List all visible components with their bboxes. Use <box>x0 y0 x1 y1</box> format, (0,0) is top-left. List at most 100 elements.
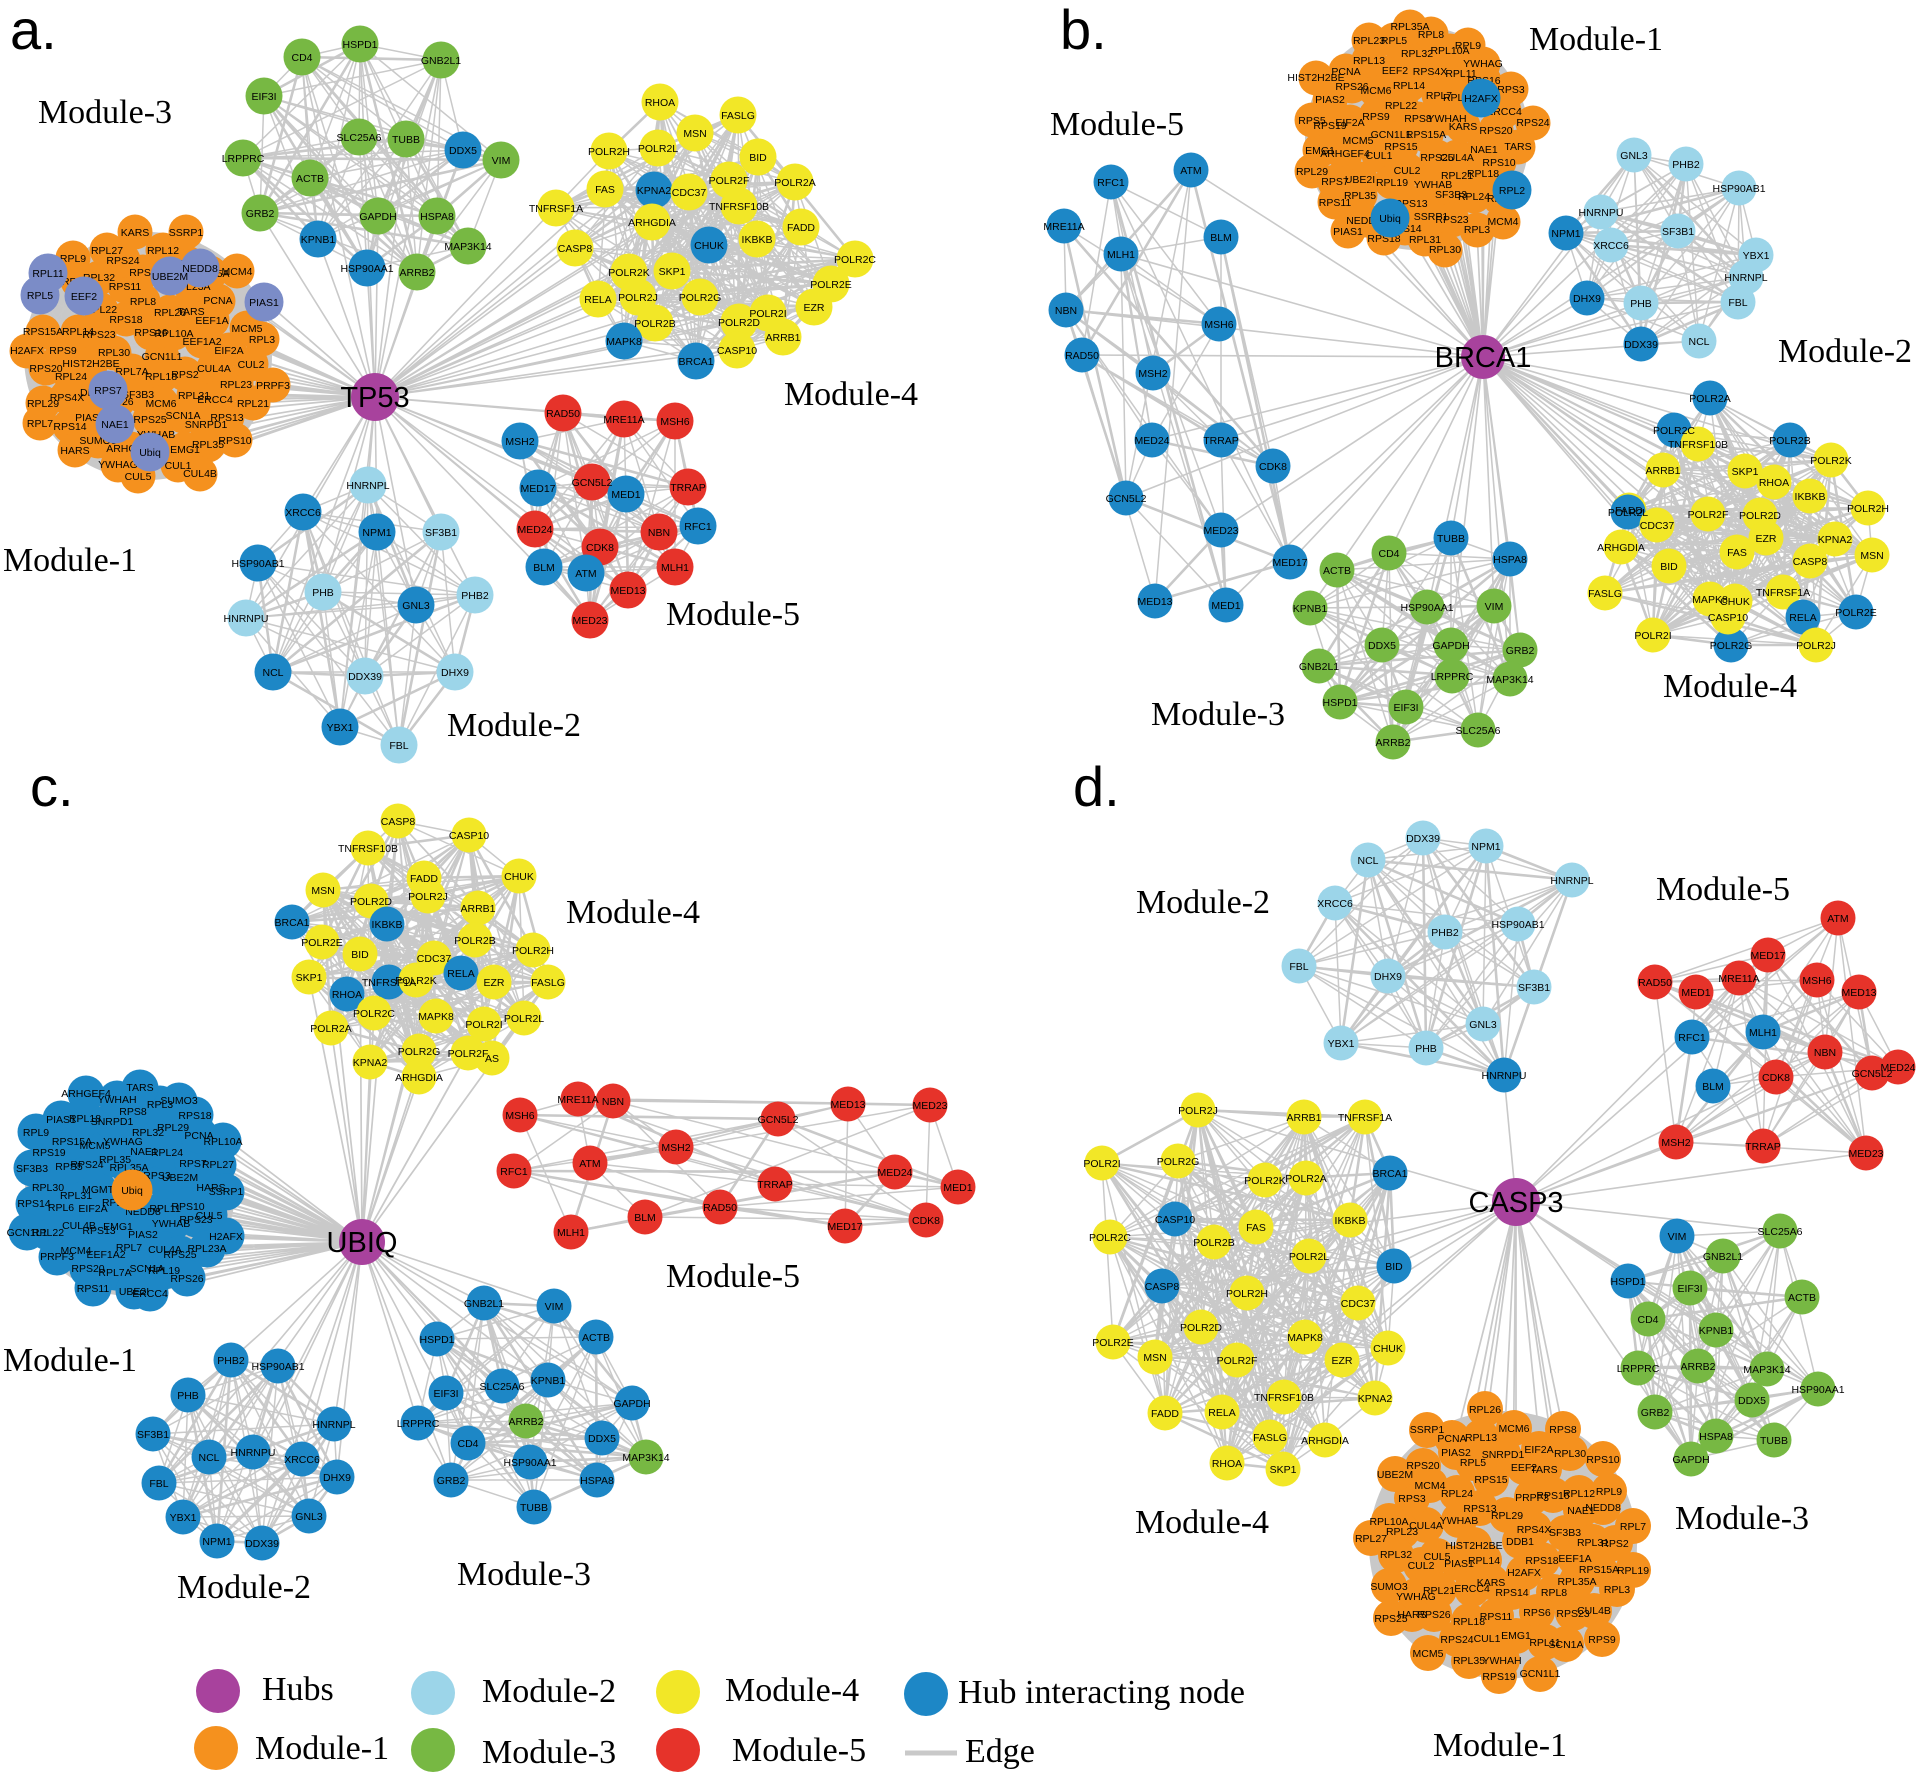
svg-text:RPL9: RPL9 <box>60 253 86 265</box>
svg-text:CD4: CD4 <box>291 52 312 64</box>
svg-text:SKP1: SKP1 <box>659 266 686 278</box>
svg-text:DDX5: DDX5 <box>588 1433 616 1445</box>
svg-text:POLR2I: POLR2I <box>1634 630 1671 642</box>
svg-text:GCN5L2: GCN5L2 <box>572 477 613 489</box>
svg-text:SF3B1: SF3B1 <box>1518 982 1550 994</box>
svg-text:SF3B3: SF3B3 <box>1435 189 1467 201</box>
svg-text:GAPDH: GAPDH <box>1432 640 1469 652</box>
svg-text:YBX1: YBX1 <box>170 1512 197 1524</box>
svg-text:POLR2I: POLR2I <box>749 308 786 320</box>
svg-text:b.: b. <box>1060 0 1107 61</box>
svg-text:DDB1: DDB1 <box>1506 1536 1534 1548</box>
svg-text:GNB2L1: GNB2L1 <box>421 55 461 67</box>
svg-text:TNFRSF10B: TNFRSF10B <box>1254 1392 1314 1404</box>
svg-text:PIAS1: PIAS1 <box>1333 226 1363 238</box>
svg-text:RPL31: RPL31 <box>60 1190 92 1202</box>
svg-text:RPS3: RPS3 <box>143 1170 171 1182</box>
svg-text:d.: d. <box>1073 755 1120 818</box>
svg-text:POLR2A: POLR2A <box>1689 393 1730 405</box>
svg-text:POLR2L: POLR2L <box>1289 1251 1329 1263</box>
svg-text:RPS8: RPS8 <box>119 1106 147 1118</box>
svg-text:CUL4A: CUL4A <box>148 1244 182 1256</box>
svg-text:YWHAH: YWHAH <box>1482 1655 1521 1667</box>
svg-text:TARS: TARS <box>1504 141 1531 153</box>
svg-text:PIAS1: PIAS1 <box>249 297 279 309</box>
svg-text:HARS: HARS <box>1397 1609 1426 1621</box>
svg-text:RPL23: RPL23 <box>1386 1526 1418 1538</box>
svg-text:TRRAP: TRRAP <box>757 1179 793 1191</box>
svg-text:RPS7: RPS7 <box>179 1158 207 1170</box>
svg-text:RPS2: RPS2 <box>171 369 199 381</box>
svg-text:SF3B1: SF3B1 <box>1662 226 1694 238</box>
svg-text:CASP8: CASP8 <box>1793 556 1828 568</box>
svg-text:RPS24: RPS24 <box>1440 1634 1473 1646</box>
svg-text:FASLG: FASLG <box>721 110 755 122</box>
svg-text:MED13: MED13 <box>1137 596 1172 608</box>
svg-text:MLH1: MLH1 <box>1749 1027 1777 1039</box>
svg-text:HSP90AA1: HSP90AA1 <box>1791 1384 1844 1396</box>
svg-text:RPS19: RPS19 <box>1313 120 1346 132</box>
svg-text:RPL30: RPL30 <box>1429 244 1461 256</box>
svg-text:HSP90AB1: HSP90AB1 <box>1712 183 1765 195</box>
svg-text:POLR2B: POLR2B <box>634 318 675 330</box>
svg-text:DDX5: DDX5 <box>1738 1395 1766 1407</box>
svg-text:RPL35A: RPL35A <box>1557 1576 1596 1588</box>
svg-text:NAE1: NAE1 <box>1470 144 1498 156</box>
svg-text:BRCA1: BRCA1 <box>1435 342 1532 374</box>
svg-text:MSN: MSN <box>1143 1352 1166 1364</box>
svg-text:RPL29: RPL29 <box>1491 1510 1523 1522</box>
svg-text:MED23: MED23 <box>1203 525 1238 537</box>
svg-text:RPL32: RPL32 <box>1401 48 1433 60</box>
svg-text:RPS5: RPS5 <box>55 1161 83 1173</box>
svg-text:KPNA2: KPNA2 <box>1818 534 1853 546</box>
svg-text:RPL23: RPL23 <box>220 379 252 391</box>
svg-text:RPL9: RPL9 <box>1596 1486 1622 1498</box>
svg-text:RPS19: RPS19 <box>32 1147 65 1159</box>
svg-text:TUBB: TUBB <box>1437 533 1465 545</box>
svg-text:MAP3K14: MAP3K14 <box>622 1452 669 1464</box>
svg-text:HNRNPL: HNRNPL <box>312 1419 355 1431</box>
svg-text:ARRB1: ARRB1 <box>460 903 495 915</box>
svg-text:ARHGDIA: ARHGDIA <box>628 217 676 229</box>
svg-text:POLR2L: POLR2L <box>638 143 678 155</box>
svg-text:CUL4A: CUL4A <box>1440 152 1474 164</box>
svg-text:POLR2B: POLR2B <box>454 935 495 947</box>
svg-text:PCNA: PCNA <box>203 295 232 307</box>
svg-text:NAE1: NAE1 <box>130 1146 158 1158</box>
svg-text:EZR: EZR <box>1332 1355 1353 1367</box>
svg-text:UBE2M: UBE2M <box>1377 1469 1413 1481</box>
svg-text:EEF2: EEF2 <box>71 291 97 303</box>
svg-text:Ubiq: Ubiq <box>139 447 161 459</box>
svg-text:GCN5L2: GCN5L2 <box>758 1114 799 1126</box>
svg-text:MED24: MED24 <box>877 1167 912 1179</box>
svg-text:POLR2A: POLR2A <box>1285 1173 1326 1185</box>
svg-text:RPL31: RPL31 <box>1577 1537 1609 1549</box>
svg-text:Module-1: Module-1 <box>255 1730 389 1767</box>
svg-text:Module-3: Module-3 <box>457 1556 591 1593</box>
svg-text:MED13: MED13 <box>830 1099 865 1111</box>
svg-text:CD4: CD4 <box>1637 1314 1658 1326</box>
svg-text:Module-1: Module-1 <box>3 542 137 579</box>
svg-text:Ubiq: Ubiq <box>121 1185 143 1197</box>
svg-text:TRRAP: TRRAP <box>1745 1141 1781 1153</box>
svg-text:RPS15: RPS15 <box>1384 141 1417 153</box>
svg-text:TNFRSF1A: TNFRSF1A <box>1756 587 1810 599</box>
svg-text:RPL11: RPL11 <box>1529 1637 1560 1649</box>
svg-text:AS: AS <box>485 1053 499 1065</box>
svg-text:GCN5L2: GCN5L2 <box>1852 1068 1893 1080</box>
svg-text:RHOA: RHOA <box>645 97 675 109</box>
svg-text:Edge: Edge <box>965 1733 1035 1770</box>
svg-text:MED17: MED17 <box>1272 557 1307 569</box>
svg-text:MCM4: MCM4 <box>1488 216 1519 228</box>
svg-text:RPS11: RPS11 <box>77 1283 110 1295</box>
svg-text:CUL4B: CUL4B <box>183 468 217 480</box>
svg-text:HNRNPU: HNRNPU <box>231 1447 276 1459</box>
svg-text:RPS4X: RPS4X <box>1517 1524 1551 1536</box>
svg-text:SLC25A6: SLC25A6 <box>480 1381 525 1393</box>
svg-text:YWHAG: YWHAG <box>103 1136 143 1148</box>
svg-text:SCN1A: SCN1A <box>129 1263 164 1275</box>
svg-text:MLH1: MLH1 <box>557 1227 585 1239</box>
svg-text:POLR2B: POLR2B <box>1193 1237 1234 1249</box>
svg-text:Module-4: Module-4 <box>566 894 700 931</box>
svg-text:EMG1: EMG1 <box>1501 1630 1531 1642</box>
